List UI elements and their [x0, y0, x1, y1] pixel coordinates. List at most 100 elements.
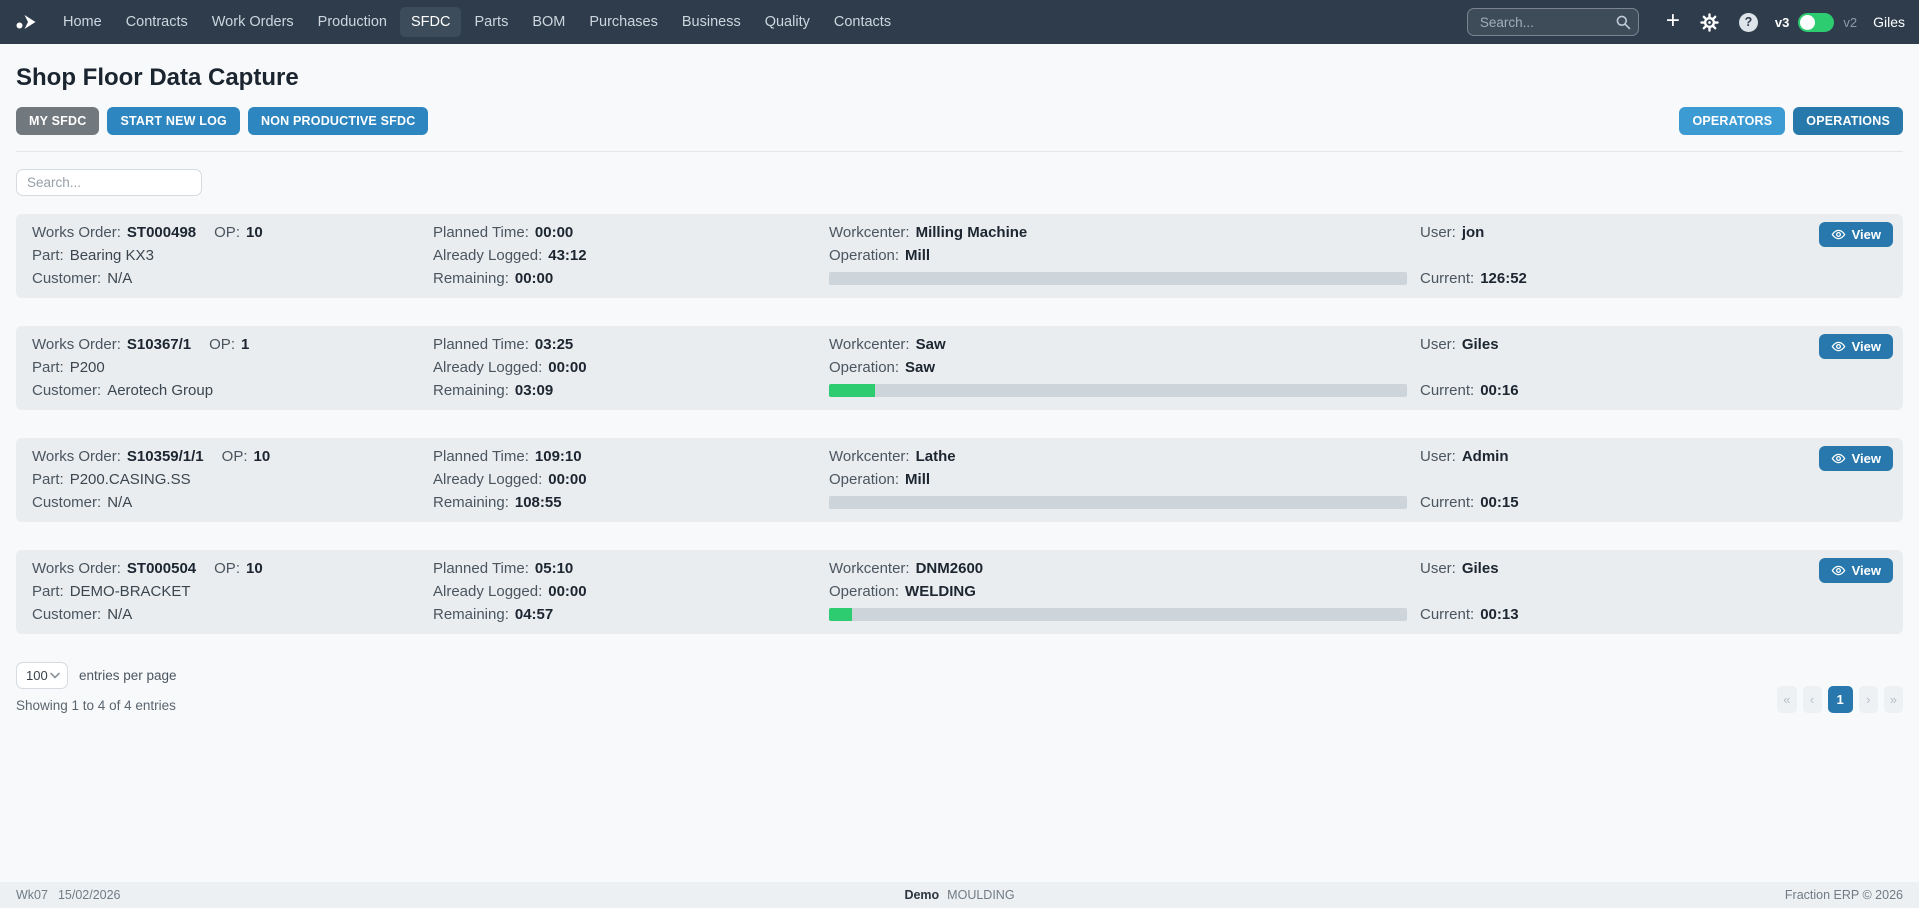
card-col-user: User: Admin Current: 00:15 [1420, 446, 1887, 514]
nav-item-contracts[interactable]: Contracts [125, 14, 188, 30]
operation-label: Operation: [829, 359, 900, 376]
operations-button[interactable]: OPERATIONS [1793, 107, 1903, 135]
toolbar: MY SFDC START NEW LOG NON PRODUCTIVE SFDC … [16, 107, 1903, 135]
footer-date: 15/02/2026 [57, 888, 121, 902]
progress-bar [829, 496, 1407, 509]
operation-value: WELDING [905, 583, 976, 600]
current-label: Current: [1420, 382, 1475, 399]
remaining-label: Remaining: [433, 606, 509, 623]
customer-value: N/A [107, 494, 133, 511]
pagination-prev[interactable]: ‹ [1802, 686, 1822, 713]
progress-bar [829, 384, 1407, 397]
user-label: User: [1420, 448, 1456, 465]
non-productive-sfdc-button[interactable]: NON PRODUCTIVE SFDC [247, 107, 429, 135]
already-logged-value: 00:00 [548, 359, 587, 376]
list-footer: 100 entries per page Showing 1 to 4 of 4… [16, 662, 1903, 713]
pagination-first[interactable]: « [1777, 686, 1797, 713]
version-v3-label: v3 [1774, 14, 1790, 30]
already-logged-label: Already Logged: [433, 583, 543, 600]
already-logged-value: 43:12 [548, 247, 587, 264]
remaining-value: 108:55 [514, 494, 562, 511]
toolbar-left: MY SFDC START NEW LOG NON PRODUCTIVE SFDC [16, 107, 429, 135]
part-label: Part: [32, 471, 64, 488]
card-col-workcenter: Workcenter: Milling Machine Operation: Mil… [829, 222, 1420, 290]
nav-item-work-orders[interactable]: Work Orders [211, 14, 294, 30]
workcenter-label: Workcenter: [829, 336, 910, 353]
operators-button[interactable]: OPERATORS [1679, 107, 1786, 135]
sfdc-card: Works Order: ST000498 OP: 10 Part: Bearing K… [16, 214, 1903, 298]
pagination-next[interactable]: › [1858, 686, 1878, 713]
operation-value: Saw [905, 359, 936, 376]
brand-logo[interactable] [14, 9, 40, 35]
add-icon[interactable]: + [1665, 6, 1680, 34]
workcenter-value: Milling Machine [915, 224, 1028, 241]
view-button[interactable]: View [1818, 222, 1893, 247]
workcenter-label: Workcenter: [829, 224, 910, 241]
start-new-log-button[interactable]: START NEW LOG [107, 107, 240, 135]
card-col-order: Works Order: ST000504 OP: 10 Part: DEMO-BRAC… [32, 558, 433, 626]
view-button[interactable]: View [1818, 446, 1893, 471]
entries-block: 100 entries per page Showing 1 to 4 of 4… [16, 662, 177, 713]
current-value: 00:16 [1480, 382, 1519, 399]
nav-item-quality[interactable]: Quality [764, 14, 810, 30]
sfdc-card: Works Order: S10359/1/1 OP: 10 Part: P200.CA… [16, 438, 1903, 522]
works-order-label: Works Order: [32, 336, 121, 353]
footer-copyright: Fraction ERP © 2026 [1784, 888, 1903, 902]
planned-time-value: 05:10 [534, 560, 574, 577]
list-search-input[interactable] [16, 169, 202, 196]
nav-item-business[interactable]: Business [681, 14, 741, 30]
nav-item-sfdc[interactable]: SFDC [400, 7, 462, 37]
gear-icon[interactable] [1700, 12, 1719, 32]
nav-item-parts[interactable]: Parts [474, 14, 509, 30]
entries-per-page-select[interactable]: 100 [16, 662, 68, 689]
remaining-label: Remaining: [433, 270, 509, 287]
view-button[interactable]: View [1818, 558, 1893, 583]
current-label: Current: [1420, 270, 1475, 287]
works-order-value: S10359/1/1 [126, 448, 204, 465]
my-sfdc-button[interactable]: MY SFDC [16, 107, 100, 135]
nav-item-production[interactable]: Production [317, 14, 387, 30]
eye-icon [1831, 453, 1846, 464]
search-icon [1615, 14, 1631, 35]
main-content: Shop Floor Data Capture MY SFDC START NEW… [0, 64, 1919, 713]
op-value: 1 [240, 336, 250, 353]
remaining-value: 00:00 [514, 270, 554, 287]
operation-value: Mill [905, 471, 931, 488]
nav-item-purchases[interactable]: Purchases [589, 14, 658, 30]
card-col-times: Planned Time: 109:10 Already Logged: 00:00… [433, 446, 829, 514]
user-menu[interactable]: Giles [1873, 14, 1905, 30]
view-button[interactable]: View [1818, 334, 1893, 359]
operation-label: Operation: [829, 471, 900, 488]
nav-item-contacts[interactable]: Contacts [833, 14, 892, 30]
pagination-page[interactable]: 1 [1827, 686, 1853, 713]
planned-time-value: 03:25 [534, 336, 574, 353]
customer-label: Customer: [32, 270, 102, 287]
pagination-last[interactable]: » [1883, 686, 1903, 713]
toolbar-right: OPERATORS OPERATIONS [1679, 107, 1903, 135]
user-label: User: [1420, 224, 1456, 241]
already-logged-label: Already Logged: [433, 471, 543, 488]
workcenter-value: DNM2600 [915, 560, 984, 577]
fraction-logo-icon [16, 15, 36, 29]
planned-time-value: 109:10 [534, 448, 582, 465]
remaining-value: 04:57 [514, 606, 554, 623]
customer-label: Customer: [32, 382, 102, 399]
op-label: OP: [214, 224, 240, 241]
nav-item-bom[interactable]: BOM [532, 14, 566, 30]
planned-time-label: Planned Time: [433, 336, 529, 353]
op-label: OP: [221, 448, 248, 465]
help-icon[interactable]: ? [1738, 12, 1758, 32]
part-value: DEMO-BRACKET [69, 583, 191, 600]
version-toggle[interactable] [1798, 12, 1835, 32]
card-col-times: Planned Time: 03:25 Already Logged: 00:00 … [433, 334, 829, 402]
nav-search-input[interactable] [1466, 8, 1639, 36]
nav-item-home[interactable]: Home [63, 14, 102, 30]
user-value: Giles [1461, 336, 1499, 353]
card-col-user: User: Giles Current: 00:13 [1420, 558, 1887, 626]
operation-label: Operation: [829, 247, 900, 264]
current-label: Current: [1420, 494, 1475, 511]
operation-label: Operation: [829, 583, 900, 600]
sfdc-card: Works Order: S10367/1 OP: 1 Part: P200 Custo… [16, 326, 1903, 410]
card-col-workcenter: Workcenter: Saw Operation: Saw [829, 334, 1420, 402]
card-col-order: Works Order: ST000498 OP: 10 Part: Bearing K… [32, 222, 433, 290]
